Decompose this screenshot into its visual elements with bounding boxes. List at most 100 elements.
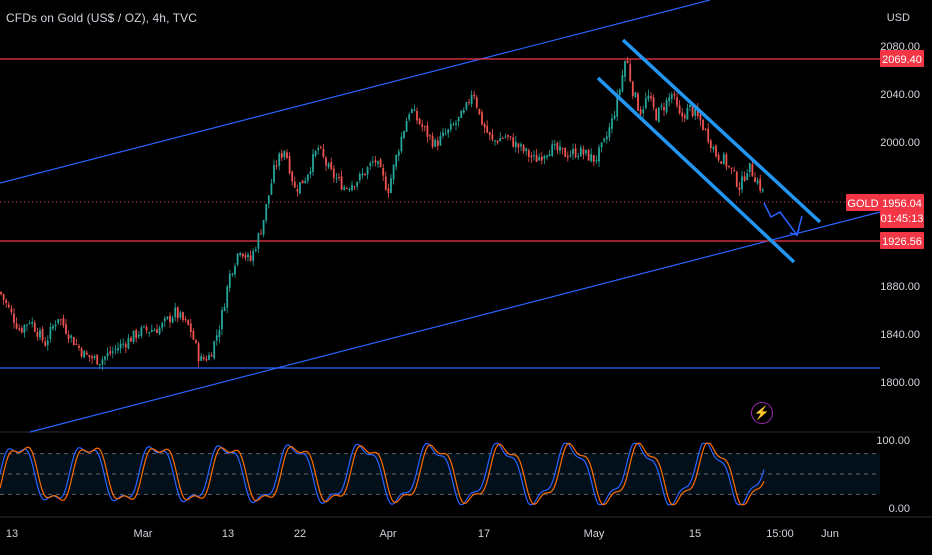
candle-body bbox=[114, 348, 117, 350]
candle-body bbox=[595, 160, 598, 162]
candle-body bbox=[621, 75, 624, 92]
time-axis-tick: 13 bbox=[6, 528, 18, 540]
candle-body bbox=[140, 327, 143, 336]
candle-body bbox=[234, 266, 236, 275]
candle-body bbox=[54, 324, 57, 327]
candle-body bbox=[660, 105, 663, 108]
candle-body bbox=[709, 140, 712, 149]
candle-body bbox=[748, 163, 751, 172]
candle-body bbox=[49, 327, 52, 340]
candle-body bbox=[520, 144, 522, 147]
candle-body bbox=[694, 108, 697, 116]
candle-body bbox=[59, 319, 62, 321]
candle-body bbox=[598, 147, 600, 162]
candle-body bbox=[98, 364, 101, 366]
candle-body bbox=[150, 330, 153, 332]
upper-trendline[interactable] bbox=[0, 0, 711, 184]
candle-body bbox=[91, 356, 93, 359]
candle-body bbox=[405, 121, 408, 132]
candle-body bbox=[517, 143, 520, 148]
price-axis-tick: 1840.00 bbox=[880, 329, 920, 341]
candle-body bbox=[314, 151, 317, 156]
candle-body bbox=[85, 352, 88, 355]
descending-channel-lower[interactable] bbox=[596, 76, 796, 264]
candle-body bbox=[618, 90, 621, 95]
candle-body bbox=[525, 148, 528, 151]
price-badge-upper-bg bbox=[880, 50, 924, 67]
candle-body bbox=[504, 136, 507, 138]
candle-body bbox=[566, 156, 569, 158]
lightning-icon[interactable]: ⚡ bbox=[751, 402, 773, 424]
candle-body bbox=[390, 178, 392, 193]
candle-body bbox=[257, 233, 260, 249]
candle-body bbox=[260, 233, 262, 235]
countdown-label: 01:45:13 bbox=[881, 213, 924, 225]
candle-body bbox=[431, 136, 434, 147]
candle-body bbox=[657, 107, 660, 122]
oscillator-axis-tick: 0.00 bbox=[889, 503, 910, 515]
candle-body bbox=[2, 294, 5, 300]
candle-body bbox=[579, 147, 582, 157]
candle-body bbox=[421, 124, 424, 127]
candle-body bbox=[449, 123, 452, 130]
candle-body bbox=[462, 109, 465, 113]
candle-body bbox=[699, 114, 702, 121]
candle-body bbox=[187, 319, 190, 325]
price-axis-tick: 1800.00 bbox=[880, 377, 920, 389]
candle-body bbox=[590, 154, 593, 162]
candle-body bbox=[254, 249, 257, 252]
candle-body bbox=[202, 357, 205, 360]
oscillator-axis-tick: 100.00 bbox=[876, 435, 910, 447]
candle-body bbox=[546, 155, 548, 158]
lower-trendline[interactable] bbox=[29, 211, 881, 433]
last-price-label: 1956.04 bbox=[882, 198, 922, 210]
candle-body bbox=[13, 313, 15, 323]
stochastic-d-line bbox=[0, 442, 765, 506]
candle-body bbox=[475, 97, 478, 108]
candle-body bbox=[322, 148, 325, 157]
candle-body bbox=[735, 171, 738, 187]
candle-body bbox=[631, 81, 634, 97]
projection-path[interactable] bbox=[763, 202, 803, 237]
candle-body bbox=[494, 140, 496, 142]
candle-body bbox=[647, 95, 650, 100]
candle-body bbox=[410, 109, 413, 114]
candle-body bbox=[624, 61, 626, 77]
candle-body bbox=[572, 149, 574, 155]
candle-body bbox=[283, 150, 286, 158]
candle-body bbox=[31, 321, 34, 324]
candle-body bbox=[600, 142, 603, 148]
candle-body bbox=[104, 356, 106, 360]
candle-body bbox=[434, 139, 437, 147]
candle-body bbox=[80, 348, 83, 357]
candle-body bbox=[561, 147, 564, 149]
candle-body bbox=[491, 134, 494, 140]
candle-body bbox=[83, 351, 86, 358]
candle-body bbox=[626, 60, 629, 64]
candle-body bbox=[57, 319, 60, 323]
candle-body bbox=[681, 112, 684, 117]
candle-body bbox=[496, 140, 499, 143]
candle-body bbox=[543, 156, 546, 159]
candle-body bbox=[270, 183, 273, 195]
candle-body bbox=[296, 189, 299, 192]
candle-body bbox=[366, 167, 369, 175]
candle-body bbox=[369, 163, 372, 166]
candle-body bbox=[663, 107, 665, 111]
candle-body bbox=[392, 164, 395, 180]
candle-body bbox=[483, 123, 486, 128]
candle-body bbox=[20, 328, 23, 333]
candle-body bbox=[304, 180, 307, 184]
candle-body bbox=[655, 108, 658, 121]
candle-body bbox=[540, 156, 543, 161]
candle-body bbox=[137, 334, 140, 337]
candle-body bbox=[33, 322, 36, 332]
candle-body bbox=[400, 136, 403, 152]
descending-channel-upper[interactable] bbox=[621, 38, 822, 224]
candle-body bbox=[7, 304, 10, 308]
candle-body bbox=[132, 330, 135, 342]
candle-body bbox=[577, 156, 580, 158]
candle-body bbox=[548, 154, 551, 157]
